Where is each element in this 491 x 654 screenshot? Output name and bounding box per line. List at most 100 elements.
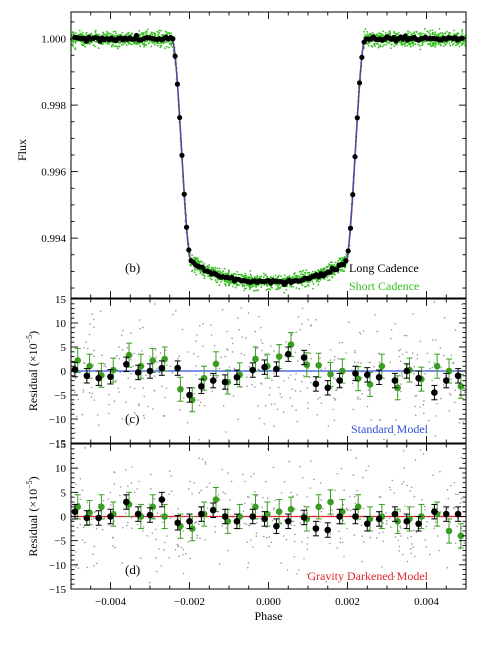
residual-dot [181, 328, 184, 331]
residual-dot [320, 402, 323, 405]
short-cadence-dot [255, 289, 258, 292]
residual-dot [454, 542, 457, 545]
residual-dot [301, 307, 304, 310]
short-cadence-dot [97, 47, 100, 49]
residual-dot [378, 532, 381, 534]
short-cadence-dot [332, 272, 335, 274]
residual-dot [405, 351, 408, 354]
residual-dot [325, 580, 328, 583]
ylabel-close: ) [26, 331, 40, 335]
residual-dot [416, 358, 419, 360]
residual-dot [303, 557, 305, 560]
residual-dot [86, 566, 89, 569]
long-cadence-point [363, 371, 371, 379]
residual-dot [401, 553, 404, 556]
residual-dot [391, 479, 394, 482]
residual-dot [82, 389, 85, 391]
residual-dot [306, 387, 309, 389]
residual-dot [161, 385, 163, 388]
residual-dot [329, 359, 332, 361]
short-cadence-dot [266, 288, 269, 291]
residual-dot [355, 457, 358, 460]
residual-dot [319, 482, 322, 484]
residual-dot [241, 336, 243, 338]
residual-dot [273, 425, 275, 428]
residual-dot [435, 339, 437, 341]
residual-dot [140, 557, 142, 560]
short-cadence-dot [308, 273, 310, 276]
short-cadence-point [188, 396, 196, 404]
residual-dot [298, 569, 300, 571]
residual-dot [155, 356, 157, 358]
short-cadence-dot [122, 43, 125, 46]
residual-dot [379, 526, 382, 529]
short-cadence-dot [295, 287, 298, 289]
long-cadence-points-d [71, 491, 462, 538]
short-cadence-dot [245, 275, 248, 277]
residual-dot [130, 516, 133, 519]
short-cadence-dot [460, 42, 463, 45]
residual-dot [347, 321, 350, 324]
short-cadence-dot [429, 29, 431, 32]
residual-dot [400, 527, 402, 529]
short-cadence-dot [297, 275, 300, 277]
residual-dot [221, 308, 224, 311]
short-cadence-dot [196, 260, 199, 263]
residual-dot [170, 490, 173, 493]
residual-dot [126, 524, 128, 527]
residual-dot [440, 366, 443, 369]
residual-dot [131, 527, 133, 529]
short-cadence-dot [301, 284, 304, 287]
residual-dot [316, 414, 319, 416]
short-cadence-dot [409, 31, 411, 34]
residual-dot [359, 333, 362, 335]
short-cadence-dot [192, 256, 195, 259]
xtick-label: −0.004 [95, 596, 126, 608]
short-cadence-dot [154, 44, 156, 46]
short-cadence-dot [101, 43, 104, 46]
residual-dot [88, 333, 91, 336]
short-cadence-dot [410, 45, 412, 48]
short-cadence-dot [72, 45, 75, 48]
short-cadence-dot [195, 258, 198, 261]
short-cadence-point [366, 381, 374, 388]
residual-dot [105, 366, 107, 368]
short-cadence-dot [310, 272, 313, 275]
residual-dot [92, 565, 95, 567]
residual-dot [295, 331, 298, 333]
residual-dot [306, 548, 309, 551]
ytick-label: 0 [61, 512, 67, 524]
residual-dot [416, 354, 419, 356]
residual-dot [285, 341, 288, 343]
residual-dot [378, 361, 381, 363]
short-cadence-dot [144, 44, 146, 46]
short-cadence-dot [150, 31, 153, 34]
short-cadence-dot [434, 46, 437, 48]
short-cadence-dot [195, 273, 198, 276]
short-cadence-dot [312, 282, 315, 285]
residual-dot [93, 349, 95, 352]
short-cadence-dot [191, 254, 194, 257]
residual-dot [421, 498, 423, 501]
residual-dot [403, 467, 406, 470]
residual-dot [103, 517, 106, 519]
panel-d: −15 −10 −5 0 5 10 15 −0.004 −0.002 0.000 0.002 0.0… [25, 439, 467, 623]
residual-dot [153, 389, 156, 392]
residual-dot [186, 422, 189, 424]
short-cadence-dot [300, 282, 303, 285]
ylabel-exponent: −5 [25, 335, 34, 344]
residual-dot [213, 344, 216, 347]
short-cadence-dot [138, 42, 141, 45]
residual-dot [343, 555, 345, 558]
residual-dot [179, 409, 181, 411]
short-cadence-dot [145, 33, 148, 35]
short-cadence-dot [255, 286, 257, 288]
residual-dot [346, 527, 349, 530]
ytick-labels-b: 0.994 0.996 0.998 1.000 [41, 34, 66, 246]
residual-dot [133, 387, 136, 390]
short-cadence-dot [397, 32, 400, 34]
residual-dot [177, 357, 179, 360]
short-cadence-dot [376, 34, 378, 37]
residual-dot [198, 404, 201, 407]
